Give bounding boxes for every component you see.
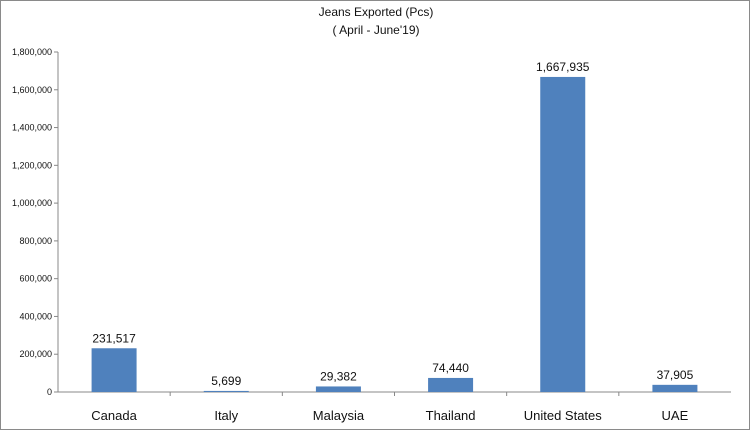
y-tick-label: 1,400,000 xyxy=(12,123,52,133)
x-tick-label: UAE xyxy=(662,408,689,423)
data-label: 5,699 xyxy=(211,374,241,388)
data-label: 37,905 xyxy=(657,368,694,382)
y-tick-label: 0 xyxy=(47,387,52,397)
x-tick-label: Canada xyxy=(91,408,137,423)
bar xyxy=(540,76,586,392)
x-tick-label: Italy xyxy=(214,408,238,423)
x-tick-label: Malaysia xyxy=(313,408,365,423)
chart-title: Jeans Exported (Pcs) xyxy=(319,5,434,19)
bar xyxy=(652,384,698,392)
y-tick-label: 600,000 xyxy=(19,274,52,284)
bar xyxy=(203,390,249,392)
data-label: 1,667,935 xyxy=(536,60,590,74)
data-label: 231,517 xyxy=(92,331,136,345)
y-tick-label: 1,800,000 xyxy=(12,47,52,57)
y-tick-label: 400,000 xyxy=(19,311,52,321)
y-tick-label: 800,000 xyxy=(19,236,52,246)
y-tick-label: 1,600,000 xyxy=(12,85,52,95)
bar xyxy=(315,386,361,392)
y-tick-label: 1,000,000 xyxy=(12,198,52,208)
y-tick-label: 1,200,000 xyxy=(12,160,52,170)
bar xyxy=(428,377,474,392)
y-tick-label: 200,000 xyxy=(19,349,52,359)
bar xyxy=(91,348,137,392)
chart-subtitle: ( April - June'19) xyxy=(333,23,420,37)
data-label: 29,382 xyxy=(320,369,357,383)
data-label: 74,440 xyxy=(432,361,469,375)
x-tick-label: United States xyxy=(524,408,603,423)
x-tick-label: Thailand xyxy=(426,408,476,423)
